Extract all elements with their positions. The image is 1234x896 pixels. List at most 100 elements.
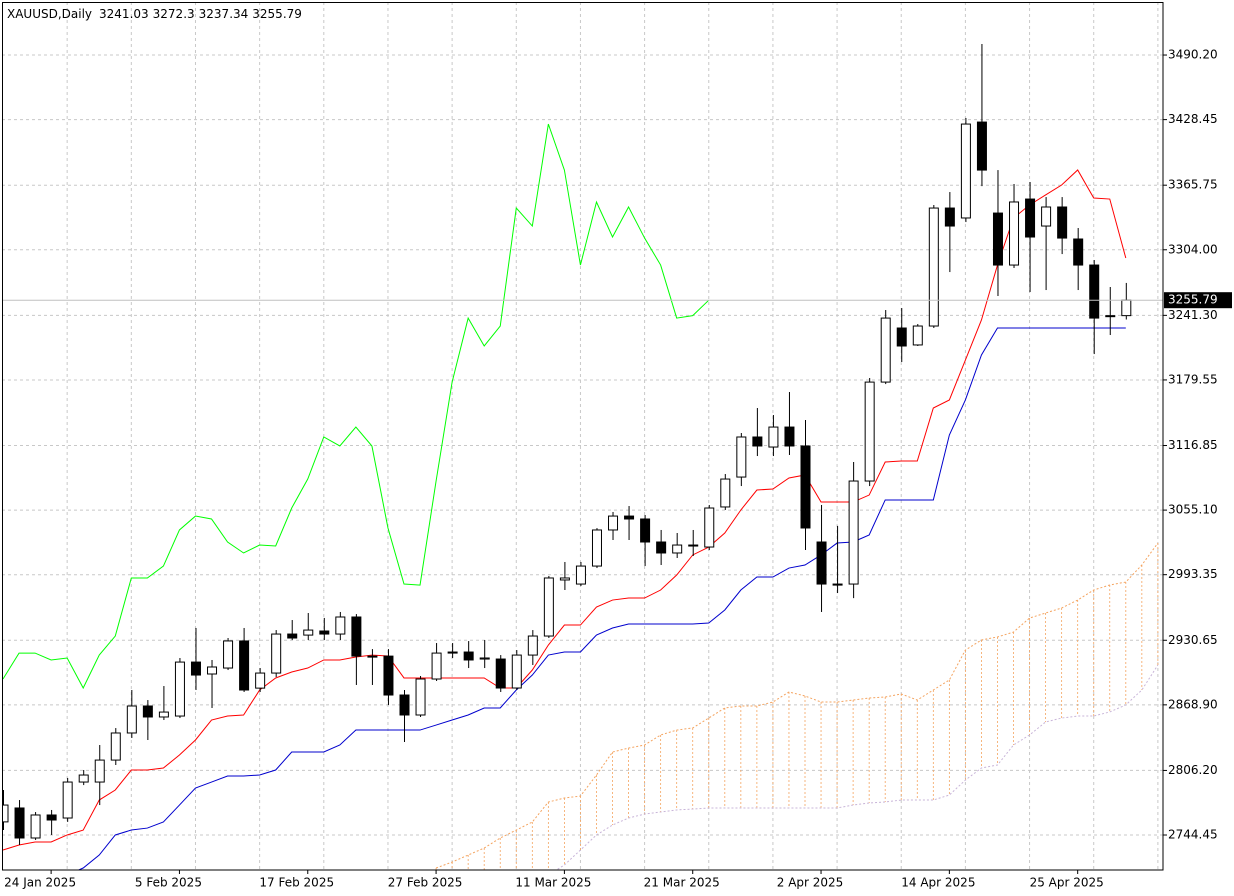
candle-body bbox=[559, 577, 570, 581]
y-tick-label: 2744.45 bbox=[1168, 828, 1218, 842]
candle-body bbox=[239, 640, 250, 691]
candle-body bbox=[223, 640, 234, 669]
chart-header: XAUUSD,Daily 3241.03 3272.3 3237.34 3255.79 bbox=[7, 7, 302, 21]
candle-body bbox=[126, 705, 137, 734]
candle-body bbox=[640, 518, 651, 543]
candle-body bbox=[174, 661, 185, 717]
y-tick-label: 3365.75 bbox=[1168, 178, 1218, 192]
candle-body bbox=[319, 630, 330, 635]
candle-body bbox=[415, 678, 426, 716]
candle-body bbox=[207, 666, 218, 675]
plot-frame bbox=[2, 2, 1164, 871]
header-low: 3237.34 bbox=[199, 7, 249, 21]
candle-body bbox=[1025, 198, 1036, 238]
candle-body bbox=[479, 657, 490, 660]
price-label: 3255.79 bbox=[1168, 293, 1218, 307]
candle-body bbox=[351, 616, 362, 657]
candle-body bbox=[142, 705, 153, 718]
candle-body bbox=[864, 381, 875, 482]
candle-body bbox=[46, 814, 57, 821]
price-label-box bbox=[1164, 292, 1232, 309]
candle-body bbox=[335, 616, 346, 635]
cloud-edge bbox=[435, 542, 1159, 869]
candle-body bbox=[736, 436, 747, 478]
y-tick-label: 3304.00 bbox=[1168, 242, 1218, 256]
x-tick-label: 2 Apr 2025 bbox=[777, 876, 844, 890]
candle-body bbox=[800, 445, 811, 529]
candle-body bbox=[431, 652, 442, 680]
candle-body bbox=[1041, 206, 1052, 227]
grid-layer bbox=[2, 2, 1163, 870]
header-open: 3241.03 bbox=[99, 7, 149, 21]
candle-body bbox=[880, 317, 891, 383]
x-tick-label: 5 Feb 2025 bbox=[135, 876, 202, 890]
candle-body bbox=[832, 583, 843, 586]
candle-body bbox=[94, 759, 105, 783]
candle-body bbox=[688, 544, 699, 547]
y-tick-label: 3179.55 bbox=[1168, 372, 1218, 386]
candle-body bbox=[928, 207, 939, 327]
candle-body bbox=[287, 633, 298, 639]
candle-body bbox=[960, 123, 971, 219]
candle-body bbox=[608, 515, 619, 531]
y-tick-label: 2806.20 bbox=[1168, 763, 1218, 777]
candle-body bbox=[912, 325, 923, 346]
y-tick-label: 3428.45 bbox=[1168, 112, 1218, 126]
plot-area bbox=[2, 44, 1163, 870]
candle-body bbox=[303, 629, 314, 636]
cloud-edge bbox=[555, 664, 1159, 870]
y-tick-label: 2993.35 bbox=[1168, 567, 1218, 581]
candle-body bbox=[896, 327, 907, 347]
candle-body bbox=[447, 651, 458, 654]
indicator-line bbox=[2, 123, 710, 690]
candle-body bbox=[656, 541, 667, 554]
candle-body bbox=[78, 774, 89, 783]
candle-body bbox=[543, 577, 554, 637]
y-tick-label: 3116.85 bbox=[1168, 438, 1218, 452]
x-tick-label: 17 Feb 2025 bbox=[259, 876, 334, 890]
candle-body bbox=[271, 633, 282, 674]
chart-title: XAUUSD,Daily bbox=[7, 7, 92, 21]
header-close: 3255.79 bbox=[252, 7, 302, 21]
x-tick-label: 14 Apr 2025 bbox=[901, 876, 975, 890]
candle-body bbox=[992, 212, 1003, 266]
x-tick-label: 27 Feb 2025 bbox=[388, 876, 463, 890]
candle-body bbox=[30, 814, 41, 839]
y-tick-label: 3490.20 bbox=[1168, 48, 1218, 62]
candle-body bbox=[704, 507, 715, 548]
candle-body bbox=[1073, 238, 1084, 266]
y-tick-label: 2868.90 bbox=[1168, 697, 1218, 711]
candle-body bbox=[976, 121, 987, 171]
candle-body bbox=[463, 651, 474, 661]
candle-body bbox=[158, 711, 169, 718]
x-tick-label: 11 Mar 2025 bbox=[515, 876, 591, 890]
x-tick-label: 25 Apr 2025 bbox=[1030, 876, 1104, 890]
candle-body bbox=[624, 515, 635, 520]
axis-layer: 2744.45 2806.20 2868.90 2930.65 2993.35 3055.… bbox=[4, 48, 1232, 890]
indicator-line bbox=[2, 169, 1127, 851]
candle-body bbox=[784, 426, 795, 447]
candle-body bbox=[62, 781, 73, 819]
x-tick-label: 21 Mar 2025 bbox=[644, 876, 720, 890]
x-tick-label: 24 Jan 2025 bbox=[4, 876, 76, 890]
candle-body bbox=[672, 544, 683, 554]
candle-body bbox=[591, 529, 602, 567]
candle-body bbox=[1009, 201, 1020, 266]
candle-body bbox=[575, 565, 586, 585]
candle-body bbox=[848, 480, 859, 585]
candle-body bbox=[2, 804, 9, 823]
candle-body bbox=[720, 478, 731, 508]
candle-body bbox=[1105, 315, 1116, 318]
candle-body bbox=[1121, 299, 1132, 317]
candle-body bbox=[367, 655, 378, 658]
header-high: 3272.3 bbox=[153, 7, 195, 21]
candle-body bbox=[255, 672, 266, 689]
candle-body bbox=[383, 655, 394, 696]
candle-body bbox=[1057, 206, 1068, 239]
candle-body bbox=[1089, 264, 1100, 319]
indicator-line bbox=[77, 327, 1126, 870]
y-tick-label: 3055.10 bbox=[1168, 503, 1218, 517]
candle-body bbox=[495, 658, 506, 689]
